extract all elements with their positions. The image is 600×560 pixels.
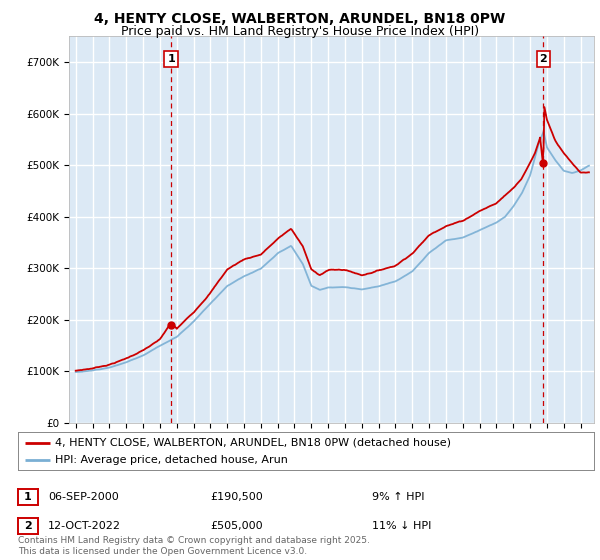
Text: HPI: Average price, detached house, Arun: HPI: Average price, detached house, Arun (55, 455, 289, 465)
Text: Price paid vs. HM Land Registry's House Price Index (HPI): Price paid vs. HM Land Registry's House … (121, 25, 479, 38)
Text: 12-OCT-2022: 12-OCT-2022 (48, 521, 121, 531)
Text: 1: 1 (24, 492, 32, 502)
Text: 2: 2 (24, 521, 32, 531)
Text: 4, HENTY CLOSE, WALBERTON, ARUNDEL, BN18 0PW: 4, HENTY CLOSE, WALBERTON, ARUNDEL, BN18… (94, 12, 506, 26)
Text: £505,000: £505,000 (210, 521, 263, 531)
Text: Contains HM Land Registry data © Crown copyright and database right 2025.
This d: Contains HM Land Registry data © Crown c… (18, 536, 370, 556)
Text: 2: 2 (539, 54, 547, 64)
Text: 9% ↑ HPI: 9% ↑ HPI (372, 492, 425, 502)
Text: 06-SEP-2000: 06-SEP-2000 (48, 492, 119, 502)
Text: £190,500: £190,500 (210, 492, 263, 502)
Text: 4, HENTY CLOSE, WALBERTON, ARUNDEL, BN18 0PW (detached house): 4, HENTY CLOSE, WALBERTON, ARUNDEL, BN18… (55, 437, 451, 447)
Text: 1: 1 (167, 54, 175, 64)
Text: 11% ↓ HPI: 11% ↓ HPI (372, 521, 431, 531)
